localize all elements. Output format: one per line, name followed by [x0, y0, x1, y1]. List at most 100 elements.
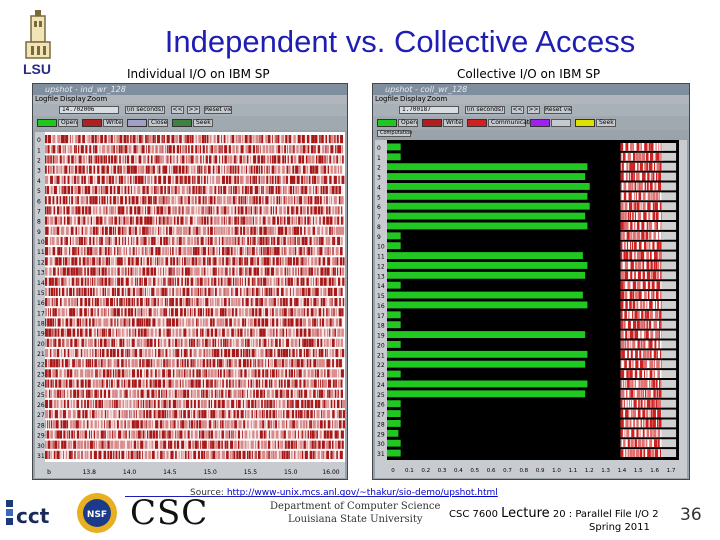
write-event [107, 247, 110, 256]
reset-view-button[interactable]: Reset view [204, 106, 232, 114]
menu-display[interactable]: Display [60, 95, 86, 103]
menu-zoom[interactable]: Zoom [87, 95, 108, 103]
write-event [190, 450, 192, 459]
reset-view-button[interactable]: Reset view [544, 106, 572, 114]
write-event [188, 145, 190, 154]
write-event [199, 430, 201, 439]
write-event [235, 359, 237, 368]
write-event [159, 308, 163, 317]
legend-label-seek[interactable]: Seek [193, 119, 213, 127]
write-event [124, 196, 127, 205]
legend-swatch-write [422, 119, 442, 127]
upshot-window-collective[interactable]: upshot - coll_wr_128 Logfile Display Zoo… [372, 83, 690, 480]
menu-logfile[interactable]: Logfile [375, 95, 399, 103]
menu-display[interactable]: Display [400, 95, 426, 103]
prev-button[interactable]: << [511, 106, 524, 114]
write-event [293, 328, 295, 337]
write-event [63, 277, 67, 286]
time-field[interactable]: 14.702006 [59, 106, 119, 114]
write-event [78, 226, 80, 235]
legend-label-open[interactable]: Open [398, 119, 418, 127]
legend-label-seek[interactable]: Seek [596, 119, 616, 127]
legend-label-write[interactable]: Write [103, 119, 123, 127]
write-event [60, 267, 63, 276]
write-event [241, 389, 244, 398]
write-event [71, 257, 74, 266]
computation-event [661, 419, 677, 428]
timeline-plot-collective[interactable]: 0 1 2 3 4 5 6 7 8 9 10 11 12 13 14 15 16 17 18 19 20 21 22 23 24… [375, 140, 687, 478]
legend-label-computation[interactable]: Computation [377, 130, 412, 137]
write-event [656, 222, 659, 230]
open-event [387, 429, 399, 437]
write-event [292, 165, 295, 174]
write-event [196, 338, 198, 347]
write-event [56, 399, 59, 409]
write-event [338, 196, 341, 205]
next-button[interactable]: >> [527, 106, 540, 114]
write-event [45, 165, 47, 174]
legend-label-communication[interactable]: Communication [488, 119, 538, 127]
prev-button[interactable]: << [171, 106, 184, 114]
write-event [63, 369, 66, 378]
write-event [272, 440, 274, 449]
write-event [304, 450, 308, 459]
upshot-window-individual[interactable]: upshot - ind_wr_128 Logfile Display Zoom… [32, 83, 348, 480]
write-event [276, 216, 280, 225]
write-event [49, 338, 53, 347]
write-event [143, 348, 145, 358]
legend-label-open[interactable]: Open [58, 119, 78, 127]
write-event [50, 379, 53, 388]
legend-label-purple[interactable] [551, 119, 571, 127]
write-event [146, 185, 149, 195]
write-event [241, 277, 243, 286]
write-event [282, 399, 286, 409]
open-event [387, 331, 586, 338]
write-event [340, 247, 343, 256]
write-event [253, 206, 255, 215]
write-event [277, 298, 280, 307]
write-event [94, 135, 97, 144]
write-event [327, 165, 330, 174]
x-tick-label: 16.00 [322, 469, 339, 476]
write-event [115, 257, 117, 266]
write-event [216, 379, 219, 388]
write-event [232, 379, 234, 388]
write-event [326, 410, 331, 419]
write-event [638, 380, 641, 388]
window-titlebar[interactable]: upshot - ind_wr_128 [33, 84, 347, 95]
rank-label: 31 [37, 453, 45, 460]
menu-zoom[interactable]: Zoom [427, 95, 448, 103]
write-event [164, 287, 167, 296]
write-event [284, 379, 286, 388]
write-event [106, 175, 109, 184]
write-event [138, 379, 142, 388]
write-event [323, 206, 325, 215]
source-link[interactable]: http://www-unix.mcs.anl.gov/~thakur/sio-… [226, 488, 498, 498]
write-event [266, 399, 269, 409]
write-event [274, 359, 277, 368]
timeline-plot-individual[interactable]: 0 1 2 3 4 5 6 7 8 9 10 11 12 13 14 15 16 17 18 19 20 21 22 23 24… [35, 132, 345, 478]
write-event [191, 196, 195, 205]
time-field[interactable]: 1.700187 [399, 106, 459, 114]
write-event [232, 145, 235, 154]
write-event [108, 175, 112, 184]
menu-logfile[interactable]: Logfile [35, 95, 59, 103]
write-event [291, 410, 294, 419]
write-event [649, 429, 653, 438]
write-event [92, 226, 96, 235]
window-titlebar[interactable]: upshot - coll_wr_128 [373, 84, 689, 95]
legend-label-write[interactable]: Write [443, 119, 463, 127]
legend-label-close[interactable]: Close [148, 119, 168, 127]
write-event [45, 420, 46, 429]
write-event [335, 348, 339, 358]
write-event [636, 429, 639, 438]
write-event [636, 182, 638, 191]
write-event [620, 241, 623, 250]
write-event [77, 145, 80, 154]
next-button[interactable]: >> [187, 106, 200, 114]
write-event [112, 389, 115, 398]
write-event [212, 450, 216, 459]
write-event [624, 291, 628, 299]
write-event [136, 369, 139, 378]
write-event [68, 379, 70, 388]
